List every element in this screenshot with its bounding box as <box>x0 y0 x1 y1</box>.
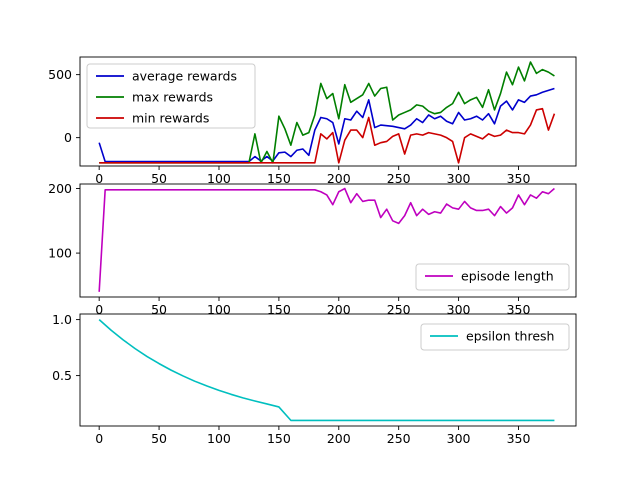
x-tick-label: 250 <box>387 171 411 186</box>
y-tick-label: 0 <box>64 130 72 145</box>
subplot-3: 0 50 100 150 200 250 300 350 0.5 1.0 epsilon thres… <box>52 312 577 446</box>
x-tick-label: 300 <box>447 431 471 446</box>
legend: epsilon thresh <box>420 323 570 351</box>
x-tick-label: 200 <box>327 171 351 186</box>
x-tick-label: 100 <box>207 171 231 186</box>
axes-frame <box>79 313 577 427</box>
legend-box <box>420 323 570 351</box>
x-tick-label: 150 <box>267 171 291 186</box>
y-tick-label: 1.0 <box>52 312 72 327</box>
x-tick-label: 50 <box>151 171 167 186</box>
subplot-2: 0 50 100 150 200 250 300 350 100 200 episode lengt… <box>48 181 577 317</box>
series-line-average-rewards <box>98 87 555 163</box>
x-tick-label: 200 <box>327 431 351 446</box>
legend-box <box>415 263 570 291</box>
x-tick-label: 50 <box>151 302 167 317</box>
x-tick-label: 350 <box>507 431 531 446</box>
series-line-min-rewards <box>99 107 556 164</box>
x-tick-label: 150 <box>267 431 291 446</box>
y-tick-label: 100 <box>48 246 72 261</box>
x-tick-label: 200 <box>327 302 351 317</box>
y-tick-label: 200 <box>48 181 72 196</box>
series-line-epsilon-thresh <box>98 319 555 422</box>
y-tick-label: 0.5 <box>52 368 72 383</box>
series-line-episode-length <box>98 187 555 292</box>
x-tick-label: 250 <box>387 302 411 317</box>
x-tick-label: 100 <box>207 431 231 446</box>
x-tick-label: 0 <box>95 302 103 317</box>
x-tick-label: 300 <box>447 171 471 186</box>
x-tick-label: 350 <box>507 302 531 317</box>
x-tick-label: 150 <box>267 302 291 317</box>
legend-label: average rewards <box>132 69 237 84</box>
legend-label: min rewards <box>132 111 209 126</box>
x-tick-label: 0 <box>95 171 103 186</box>
subplot-1: 0 50 100 150 200 250 300 350 0 500 average rewards… <box>48 56 577 186</box>
legend: episode length <box>415 263 570 291</box>
legend-label: epsilon thresh <box>466 329 554 344</box>
x-tick-label: 250 <box>387 431 411 446</box>
x-tick-label: 50 <box>151 431 167 446</box>
legend: average rewards max rewards min rewards <box>86 63 256 129</box>
legend-label: episode length <box>461 269 554 284</box>
axes-frame <box>79 56 577 167</box>
x-tick-label: 100 <box>207 302 231 317</box>
x-tick-label: 350 <box>507 171 531 186</box>
legend-box <box>86 63 256 129</box>
x-tick-label: 0 <box>95 431 103 446</box>
axes-frame <box>79 183 577 298</box>
x-tick-label: 300 <box>447 302 471 317</box>
y-tick-label: 500 <box>48 67 72 82</box>
legend-label: max rewards <box>132 90 213 105</box>
